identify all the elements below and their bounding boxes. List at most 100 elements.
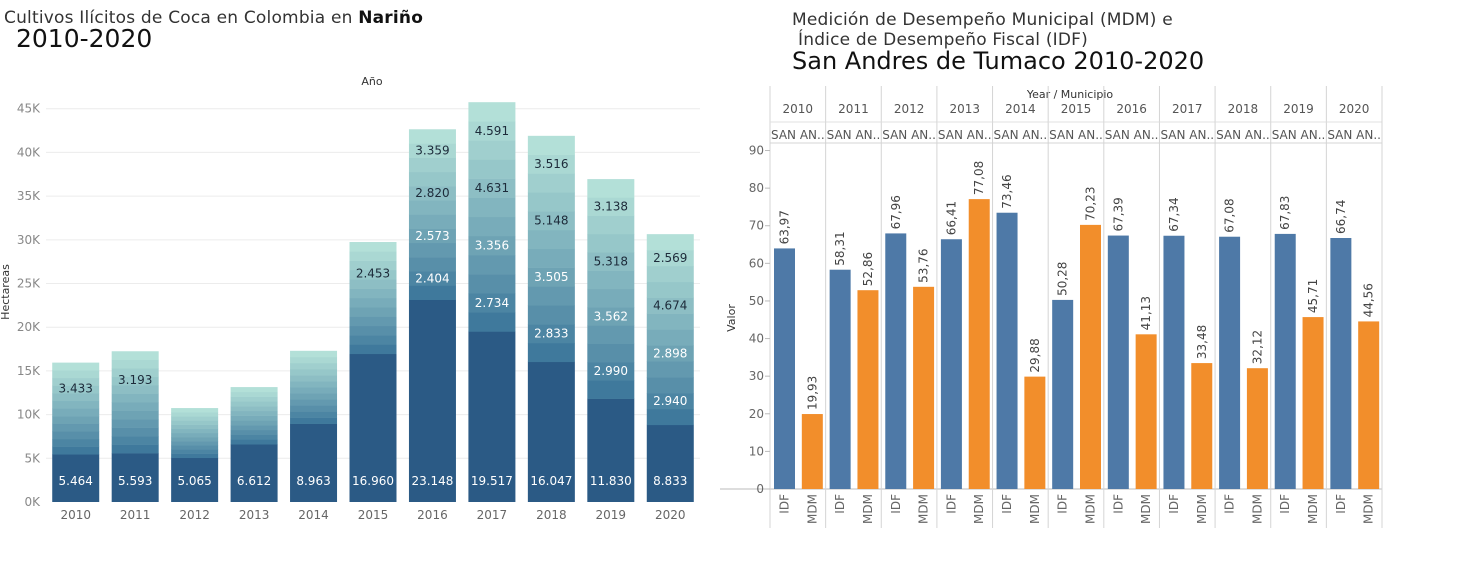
left-bar-segment [408, 299, 456, 502]
left-bar-segment [171, 441, 219, 446]
right-bar-value-label: 33,48 [1195, 325, 1209, 359]
right-y-tick-label: 60 [749, 256, 764, 270]
right-y-tick-label: 0 [756, 482, 764, 496]
left-bar-segment [171, 437, 219, 442]
left-bar-segment [646, 424, 694, 502]
left-bar-segment [111, 402, 159, 411]
left-bar-segment [646, 297, 694, 314]
right-x-subcategory-label: IDF [1278, 494, 1292, 514]
left-bar-segment [349, 335, 397, 345]
left-bar-segment [587, 288, 635, 308]
left-bar-segment [52, 393, 100, 402]
left-chart-title: Cultivos Ilícitos de Coca en Colombia en… [4, 8, 424, 28]
right-x-subcategory-label: IDF [1167, 494, 1181, 514]
right-x-subcategory-label: IDF [1111, 494, 1125, 514]
left-x-tick-label: 2013 [239, 508, 270, 522]
right-year-header: 2017 [1172, 102, 1203, 116]
left-bar-segment [111, 351, 159, 361]
left-bar-segment [230, 429, 278, 435]
left-bar-segment-label: 2.898 [653, 346, 687, 360]
left-bar-segment-label: 4.631 [475, 181, 509, 195]
left-bar-segment [646, 361, 694, 378]
left-bar-segment [349, 353, 397, 502]
left-bar-segment [468, 293, 516, 313]
right-x-subcategory-label: IDF [1334, 494, 1348, 514]
left-bar-segment [587, 343, 635, 363]
right-y-tick-label: 40 [749, 332, 764, 346]
left-bar-segment [171, 420, 219, 425]
left-bar-segment [171, 424, 219, 430]
left-bar-segment-label: 2.573 [415, 229, 449, 243]
left-bar-segment [111, 393, 159, 403]
left-bar-segment [111, 453, 159, 502]
left-bar-segment [111, 444, 159, 454]
left-bar-segment [527, 154, 575, 174]
right-y-tick-label: 70 [749, 219, 764, 233]
right-x-subcategory-label: MDM [1084, 494, 1098, 524]
left-bar-segment [527, 267, 575, 287]
right-municipio-header: SAN AN.. [1049, 128, 1103, 142]
left-bar-segment [646, 281, 694, 298]
left-bar-segment-label: 2.990 [594, 364, 628, 378]
left-bar-segment [587, 270, 635, 290]
right-x-subcategory-label: MDM [1139, 494, 1153, 524]
right-year-header: 2016 [1116, 102, 1147, 116]
left-bar-bottom-label: 5.065 [177, 474, 211, 488]
left-bar-segment [646, 377, 694, 394]
coca-stacked-bar-chart: Año Hectareas 0K 5K 10K 15K 20K 25K 30K 35K 40K 45K… [0, 75, 700, 522]
right-chart-title-line3: San Andres de Tumaco 2010-2020 [792, 47, 1205, 75]
left-bar-bottom-label: 8.963 [296, 474, 330, 488]
right-x-subcategory-label: MDM [972, 494, 986, 524]
left-bar-segment [290, 356, 338, 364]
left-bar-segment [230, 396, 278, 402]
left-bar-segment [230, 415, 278, 421]
left-bar-segment [349, 242, 397, 252]
right-bar-mdm [968, 199, 990, 489]
left-chart-title-region: Nariño [358, 8, 424, 28]
left-bar-segment [587, 380, 635, 399]
left-bar-segment [408, 157, 456, 173]
left-bar-segment-label: 4.674 [653, 299, 687, 313]
right-y-tick-label: 90 [749, 144, 764, 158]
right-bar-value-label: 41,13 [1139, 296, 1153, 330]
left-bar-segment-label: 3.138 [594, 200, 628, 214]
left-bar-segment [408, 228, 456, 244]
right-bar-value-label: 66,74 [1334, 200, 1348, 234]
left-x-tick-label: 2020 [655, 508, 686, 522]
left-bar-segment [646, 250, 694, 267]
left-bar-segment [290, 411, 338, 418]
right-municipio-header: SAN AN.. [1160, 128, 1214, 142]
left-bar-segment [52, 377, 100, 386]
left-y-axis-title: Hectareas [0, 264, 12, 320]
left-bar-segment [646, 345, 694, 362]
right-municipio-header: SAN AN.. [994, 128, 1048, 142]
left-bar-segment [646, 408, 694, 426]
left-bar-segment-label: 2.833 [534, 327, 568, 341]
left-x-tick-label: 2012 [179, 508, 210, 522]
right-x-subcategory-label: IDF [889, 494, 903, 514]
left-bar-segment-label: 3.193 [118, 373, 152, 387]
left-bar-segment [52, 400, 100, 409]
left-bar-segment [587, 307, 635, 326]
left-bar-segment [587, 197, 635, 216]
left-bar-segment [171, 453, 219, 459]
left-bar-segment [468, 140, 516, 160]
left-bar-segment [171, 428, 219, 434]
left-bar-segment [646, 313, 694, 330]
left-bar-segment [52, 446, 100, 455]
left-bar-segment [468, 331, 516, 502]
left-bar-segment [52, 370, 100, 379]
right-year-header: 2019 [1283, 102, 1314, 116]
left-bar-segment-label: 3.356 [475, 238, 509, 252]
right-bar-mdm [1358, 321, 1380, 489]
left-bar-segment [171, 408, 219, 413]
left-bar-segment-label: 3.505 [534, 270, 568, 284]
right-bar-idf [1052, 299, 1074, 489]
left-bar-segment [587, 398, 635, 502]
left-bar-segment [468, 159, 516, 179]
left-bar-segment [52, 438, 100, 447]
left-bar-segment [111, 419, 159, 428]
right-x-subcategory-label: IDF [778, 494, 792, 514]
left-bar-segment [290, 381, 338, 388]
